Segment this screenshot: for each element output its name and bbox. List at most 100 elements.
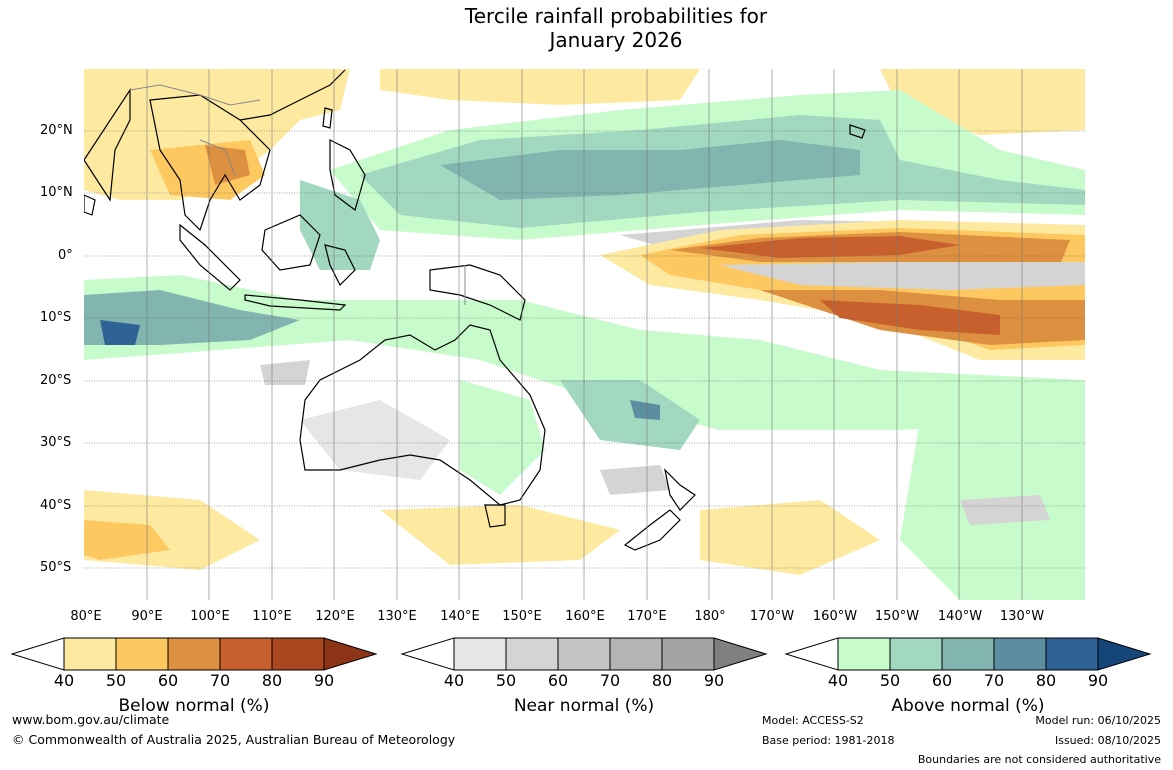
above-normal-maritime <box>300 180 380 270</box>
colorbar-swatch <box>609 637 663 671</box>
coastline-java <box>244 294 347 311</box>
colorbar-swatch <box>661 637 715 671</box>
colorbar-swatch <box>505 637 559 671</box>
lon-label: 140°E <box>440 609 480 624</box>
colorbar-swatch <box>10 637 65 671</box>
coastline-philippines <box>329 139 366 212</box>
coastline-sri-lanka <box>84 194 96 216</box>
map-title: Tercile rainfall probabilities for Janua… <box>0 4 1173 52</box>
colorbar-tick: 80 <box>261 671 283 690</box>
colorbar-title-near: Near normal (%) <box>513 696 655 716</box>
footer-copyright: © Commonwealth of Australia 2025, Austra… <box>12 732 456 747</box>
colorbar-tick: 60 <box>157 671 179 690</box>
colorbar-swatch <box>167 637 221 671</box>
lat-label: 50°S <box>40 560 72 575</box>
lat-label: 30°S <box>40 435 72 450</box>
colorbar-tick: 50 <box>105 671 127 690</box>
colorbar-tick: 50 <box>495 671 517 690</box>
lat-label: 20°S <box>40 373 72 388</box>
coastline-new-guinea <box>429 264 526 321</box>
colorbar-swatch <box>557 637 611 671</box>
colorbar-swatch <box>271 637 325 671</box>
coastline-india <box>84 87 131 202</box>
coastline-sumatra <box>179 223 241 291</box>
colorbar-tick: 40 <box>53 671 75 690</box>
lat-label: 40°S <box>40 498 72 513</box>
colorbar-near-normal <box>400 637 768 671</box>
colorbar-tick: 90 <box>313 671 335 690</box>
lon-label: 160°E <box>565 609 605 624</box>
near-normal-aus-west <box>260 360 310 385</box>
lon-label: 130°W <box>999 609 1045 624</box>
colorbar-tick: 40 <box>443 671 465 690</box>
graticule <box>84 130 1085 569</box>
coastline-borneo <box>261 214 321 271</box>
footer-url[interactable]: www.bom.gov.au/climate <box>12 712 170 727</box>
below-normal-core-equator <box>700 236 960 258</box>
colorbar-swatch <box>837 637 891 671</box>
below-normal-region-north-pacific <box>380 69 700 105</box>
colorbar-swatch <box>713 637 768 671</box>
colorbar-swatch <box>115 637 169 671</box>
lon-label: 130°E <box>377 609 417 624</box>
lon-label: 100°E <box>190 609 230 624</box>
near-normal-australia <box>300 400 450 480</box>
coastline-china <box>239 69 346 121</box>
graticule-meridians <box>146 69 1023 600</box>
coastline-tasmania <box>484 504 506 528</box>
colorbar-title-above: Above normal (%) <box>891 696 1045 716</box>
colorbar-tick: 70 <box>599 671 621 690</box>
colorbar-tick: 90 <box>1087 671 1109 690</box>
lon-label: 120°E <box>315 609 355 624</box>
title-line-2: January 2026 <box>549 28 683 52</box>
below-normal-core-indochina <box>205 145 250 185</box>
below-normal-core-south <box>820 300 1000 335</box>
lat-label: 10°N <box>40 185 73 200</box>
colorbar-tick: 60 <box>547 671 569 690</box>
colorbar-tick: 80 <box>651 671 673 690</box>
footer-issued: Issued: 08/10/2025 <box>1054 734 1161 747</box>
colorbar-swatch <box>453 637 507 671</box>
country-borders <box>129 84 466 305</box>
colorbar-swatch <box>784 637 839 671</box>
colorbar-swatch <box>63 637 117 671</box>
below-normal-southern-ocean-mid <box>380 505 620 565</box>
colorbar-tick: 40 <box>827 671 849 690</box>
coastlines <box>84 69 866 551</box>
coastline-new-zealand-south <box>623 509 681 551</box>
colorbar-tick: 90 <box>703 671 725 690</box>
near-normal-nz-patch <box>600 465 670 495</box>
colorbar-swatch <box>889 637 943 671</box>
above-normal-band-north-core <box>440 140 860 200</box>
lon-label: 160°W <box>812 609 858 624</box>
colorbar-swatch <box>219 637 273 671</box>
lat-label: 20°N <box>40 123 73 138</box>
lat-label: 0° <box>58 248 73 263</box>
lon-label: 180° <box>694 609 726 624</box>
title-line-1: Tercile rainfall probabilities for <box>464 4 768 28</box>
colorbar-swatch <box>993 637 1047 671</box>
colorbar-swatch <box>1097 637 1152 671</box>
footer-model-run: Model run: 06/10/2025 <box>1035 714 1161 727</box>
colorbar-title-below: Below normal (%) <box>118 696 270 716</box>
colorbar-tick: 50 <box>879 671 901 690</box>
colorbar-tick: 60 <box>931 671 953 690</box>
above-normal-east-australia <box>460 380 545 495</box>
above-normal-coral-sea-core <box>630 400 660 420</box>
colorbar-tick: 70 <box>983 671 1005 690</box>
footer-base-period: Base period: 1981-2018 <box>762 734 895 747</box>
lon-label: 170°W <box>749 609 795 624</box>
coastline-taiwan <box>322 107 333 129</box>
above-normal-indian-ocean-core <box>100 320 140 345</box>
coastline-new-zealand-north <box>664 468 696 511</box>
colorbar-tick: 80 <box>1035 671 1057 690</box>
colorbar-swatch <box>941 637 995 671</box>
lon-label: 140°W <box>937 609 983 624</box>
colorbar-above-normal <box>784 637 1152 671</box>
lat-label: 10°S <box>40 310 72 325</box>
above-normal-coral-sea <box>560 380 700 450</box>
coastline-sulawesi <box>324 244 356 287</box>
lon-label: 170°E <box>627 609 667 624</box>
colorbar-swatch <box>400 637 455 671</box>
colorbar-below-normal <box>10 637 378 671</box>
